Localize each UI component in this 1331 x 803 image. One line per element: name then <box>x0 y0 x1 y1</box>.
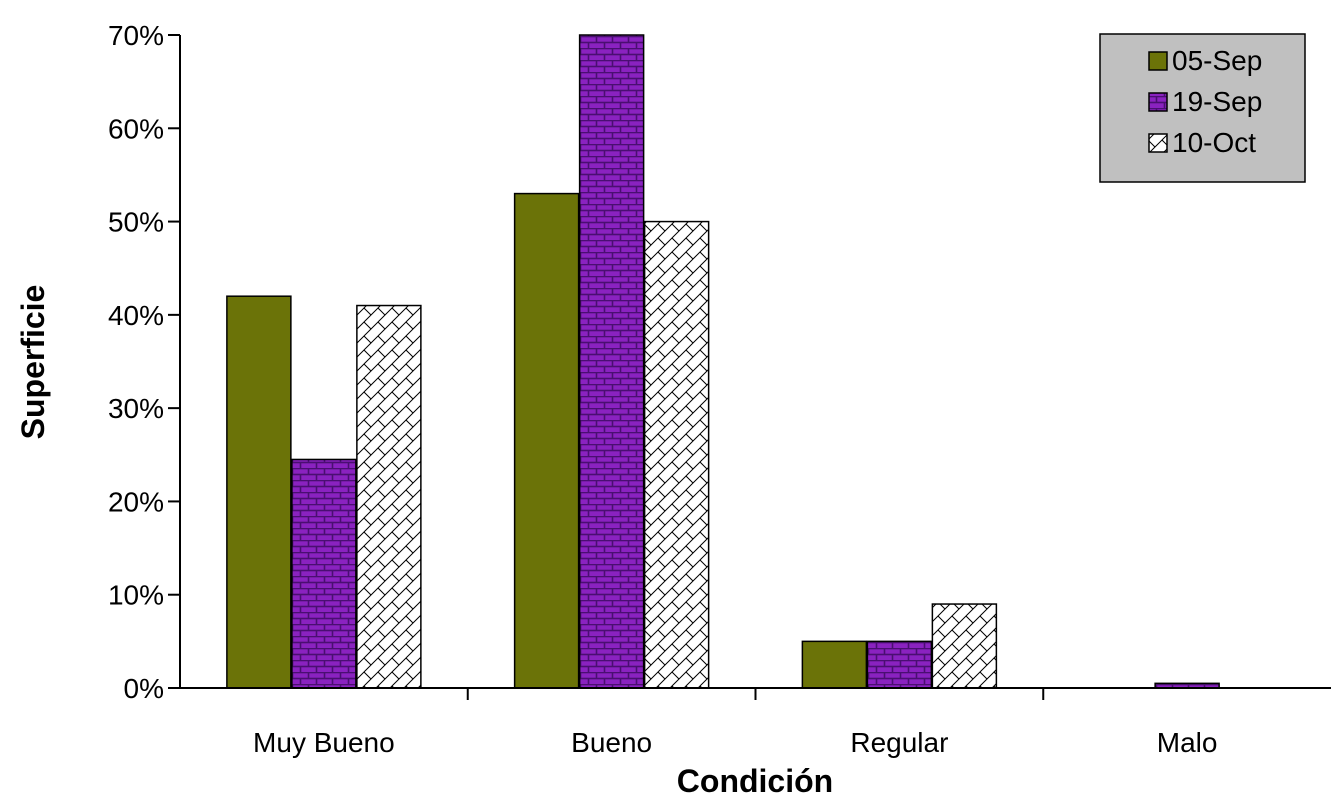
legend-swatch <box>1148 51 1168 71</box>
x-axis-title: Condición <box>677 763 833 799</box>
bar <box>291 458 357 689</box>
legend: 05-Sep 19-Sep 10-Oct <box>1099 33 1306 183</box>
legend-box <box>1099 33 1306 183</box>
bars <box>226 34 1220 689</box>
y-axis-ticks: 0% 10% 20% 30% 40% 50% 60% 70% <box>108 20 180 704</box>
bar <box>578 34 645 689</box>
legend-swatch <box>1148 92 1168 112</box>
y-tick-label: 40% <box>108 300 164 331</box>
bar <box>801 640 868 689</box>
x-axis-ticks: Muy Bueno Bueno Regular Malo <box>253 688 1217 758</box>
legend-swatch <box>1148 133 1168 153</box>
y-tick-label: 70% <box>108 20 164 51</box>
legend-label: 19-Sep <box>1172 86 1262 117</box>
y-tick-label: 10% <box>108 580 164 611</box>
legend-label: 05-Sep <box>1172 45 1262 76</box>
x-tick-label: Muy Bueno <box>253 727 395 758</box>
y-tick-label: 60% <box>108 113 164 144</box>
y-tick-label: 50% <box>108 207 164 238</box>
x-tick-label: Bueno <box>571 727 652 758</box>
x-tick-label: Malo <box>1157 727 1218 758</box>
bar <box>513 192 580 689</box>
y-tick-label: 0% <box>124 673 164 704</box>
x-tick-label: Regular <box>850 727 948 758</box>
y-tick-label: 30% <box>108 393 164 424</box>
bar <box>931 603 998 689</box>
y-tick-label: 20% <box>108 486 164 517</box>
bar <box>356 304 422 689</box>
bar <box>226 295 292 689</box>
bar <box>866 640 933 689</box>
legend-label: 10-Oct <box>1172 127 1256 158</box>
y-axis-title: Superficie <box>15 285 51 440</box>
bar <box>643 220 710 689</box>
